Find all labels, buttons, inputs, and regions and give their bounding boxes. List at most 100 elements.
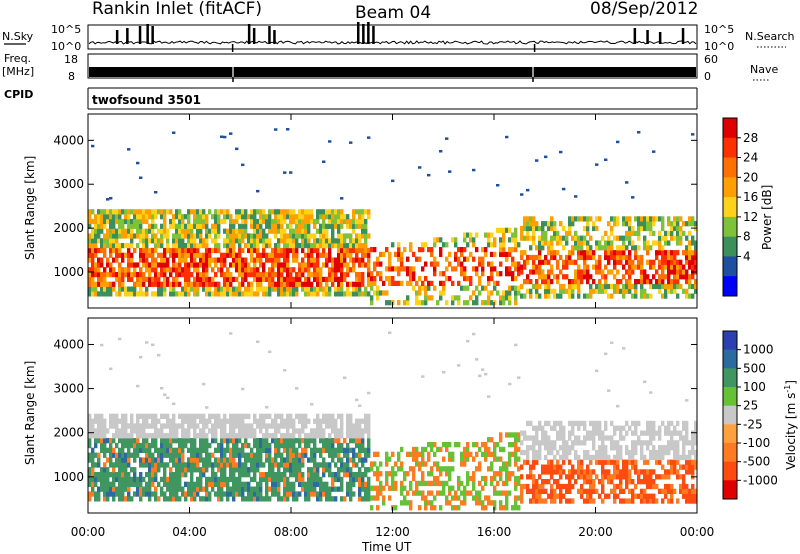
range-gate-cell [604, 283, 608, 290]
range-gate-cell [307, 267, 311, 273]
range-gate-cell [205, 272, 209, 278]
range-gate-cell [103, 209, 107, 215]
range-gate-cell [568, 250, 572, 256]
range-gate-cell [271, 223, 275, 229]
range-gate-cell [139, 223, 143, 229]
range-gate-cell [532, 254, 536, 261]
range-gate-cell [193, 418, 197, 424]
range-gate-cell [598, 279, 602, 285]
range-gate-cell [535, 479, 539, 485]
range-gate-cell [271, 472, 275, 478]
range-gate-cell [610, 293, 614, 299]
range-gate-cell [385, 300, 389, 306]
range-gate-cell [202, 281, 206, 287]
range-gate-cell [97, 496, 101, 502]
range-gate-cell [373, 485, 377, 491]
range-gate-cell [106, 496, 110, 502]
range-gate-cell [97, 209, 101, 215]
range-gate-cell [574, 235, 578, 241]
range-gate-cell [460, 500, 464, 506]
range-gate-cell [514, 343, 518, 347]
range-gate-cell [550, 221, 554, 227]
range-gate-cell [256, 252, 260, 258]
range-gate-cell [232, 243, 236, 249]
range-gate-cell [280, 418, 284, 424]
range-gate-cell [154, 291, 158, 297]
range-gate-cell [547, 479, 551, 485]
range-gate-cell [355, 433, 359, 439]
range-gate-cell [520, 488, 524, 494]
range-gate-cell [160, 476, 164, 483]
range-gate-cell [514, 295, 518, 301]
range-gate-cell [163, 209, 167, 215]
range-gate-cell [172, 233, 176, 239]
range-gate-cell [337, 218, 341, 225]
range-gate-cell [148, 476, 152, 483]
range-gate-cell [349, 496, 353, 502]
range-gate-cell [334, 433, 338, 439]
range-gate-cell [583, 216, 587, 222]
range-gate-cell [307, 276, 311, 282]
range-gate-cell [223, 262, 227, 268]
range-gate-cell [556, 235, 560, 241]
range-gate-cell [202, 438, 206, 444]
noise-spike [681, 28, 685, 44]
range-gate-cell [127, 496, 131, 502]
range-gate-cell [454, 266, 458, 272]
range-gate-cell [163, 247, 167, 254]
range-gate-cell [175, 428, 179, 434]
range-gate-cell [568, 435, 572, 441]
range-gate-cell [646, 279, 650, 285]
range-gate-cell [463, 451, 467, 457]
range-gate-cell [211, 481, 215, 487]
range-gate-cell [277, 218, 281, 225]
range-gate-cell [139, 355, 143, 359]
range-gate-cell [427, 442, 431, 448]
range-gate-cell [202, 209, 206, 215]
range-gate-cell [232, 428, 236, 434]
range-gate-cell [139, 272, 143, 278]
range-gate-cell [145, 413, 149, 419]
range-gate-cell [667, 264, 671, 270]
range-gate-cell [598, 454, 602, 461]
range-gate-cell [265, 413, 269, 419]
range-gate-cell [94, 272, 98, 278]
range-gate-cell [445, 256, 449, 262]
range-gate-cell [463, 276, 467, 282]
range-gate-cell [364, 218, 368, 225]
range-gate-cell [514, 266, 518, 272]
range-gate-cell [112, 281, 116, 287]
range-gate-cell [583, 225, 587, 232]
range-gate-cell [100, 433, 104, 439]
range-gate-cell [565, 488, 569, 494]
noise-spike [273, 30, 276, 44]
range-gate-cell [559, 293, 563, 299]
range-gate-cell [313, 272, 317, 278]
range-gate-cell [193, 433, 197, 439]
range-gate-cell [205, 218, 209, 225]
range-gate-cell [346, 418, 350, 424]
range-gate-cell [682, 274, 686, 280]
range-gate-cell [238, 243, 242, 249]
range-gate-cell [613, 469, 617, 475]
range-gate-cell [220, 418, 224, 424]
range-gate-cell [583, 498, 587, 504]
range-gate-cell [118, 252, 122, 258]
range-gate-cell [484, 285, 488, 291]
range-gate-cell [283, 218, 287, 225]
range-gate-cell [316, 467, 320, 473]
range-gate-cell [496, 456, 500, 462]
range-gate-cell [112, 413, 116, 419]
range-gate-cell [322, 438, 326, 444]
range-gate-cell [577, 420, 581, 427]
range-gate-cell [193, 423, 197, 429]
range-gate-cell [433, 461, 437, 467]
range-gate-cell [100, 238, 104, 244]
range-gate-cell [346, 243, 350, 249]
range-gate-cell [361, 233, 365, 239]
range-gate-cell [331, 228, 335, 234]
range-gate-cell [616, 221, 620, 227]
range-gate-cell [121, 272, 125, 278]
range-gate-cell [169, 267, 173, 273]
